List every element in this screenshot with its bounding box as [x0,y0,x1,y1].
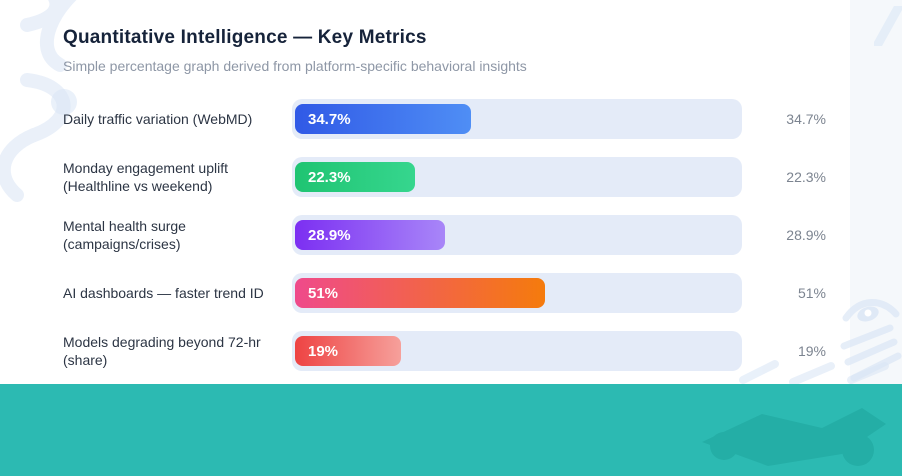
metric-value: 22.3% [786,169,826,185]
metric-value: 51% [797,285,826,301]
card-right-margin [850,0,902,384]
bar-value-label: 22.3% [308,168,351,186]
bar-track: 28.9% [292,215,742,255]
metric-row: AI dashboards — faster trend ID 51% 51% [63,273,826,313]
metric-label: Models degrading beyond 72-hr (share) [63,334,261,368]
pen-nib-illustration-right [840,299,902,382]
bar-value-label: 51% [308,284,339,302]
bar-track: 22.3% [292,157,742,197]
bar-track: 51% [292,273,742,313]
metric-label: Daily traffic variation (WebMD) [63,111,253,127]
bar-fill: 19% [295,336,401,366]
bar-fill: 22.3% [295,162,416,192]
bar-fill: 34.7% [295,104,472,134]
metrics-card: Quantitative Intelligence — Key Metrics … [63,27,826,389]
metric-row: Models degrading beyond 72-hr (share) 19… [63,331,826,371]
metric-row: Daily traffic variation (WebMD) 34.7% 34… [63,99,826,139]
bar-value-label: 28.9% [308,226,351,244]
bar-value-label: 34.7% [308,110,351,128]
metric-value: 28.9% [786,227,826,243]
metric-label: Mental health surge (campaigns/crises) [63,218,186,252]
bar-track: 34.7% [292,99,742,139]
metric-value: 19% [797,343,826,359]
footer-band [0,384,902,476]
metric-value: 34.7% [786,111,826,127]
pen-silhouette-footer-icon [702,408,886,466]
metric-label: AI dashboards — faster trend ID [63,285,264,301]
metric-row: Mental health surge (campaigns/crises) 2… [63,215,826,255]
page-title: Quantitative Intelligence — Key Metrics [63,27,427,48]
bar-fill: 51% [295,278,545,308]
bar-fill: 28.9% [295,220,446,250]
metric-row: Monday engagement uplift (Healthline vs … [63,157,826,197]
bar-value-label: 19% [308,342,339,360]
bar-chart: Daily traffic variation (WebMD) 34.7% 34… [63,99,826,371]
page-subtitle: Simple percentage graph derived from pla… [63,58,527,74]
metric-label: Monday engagement uplift (Healthline vs … [63,160,228,194]
bar-track: 19% [292,331,742,371]
pen-illustration-top-right [874,6,902,46]
